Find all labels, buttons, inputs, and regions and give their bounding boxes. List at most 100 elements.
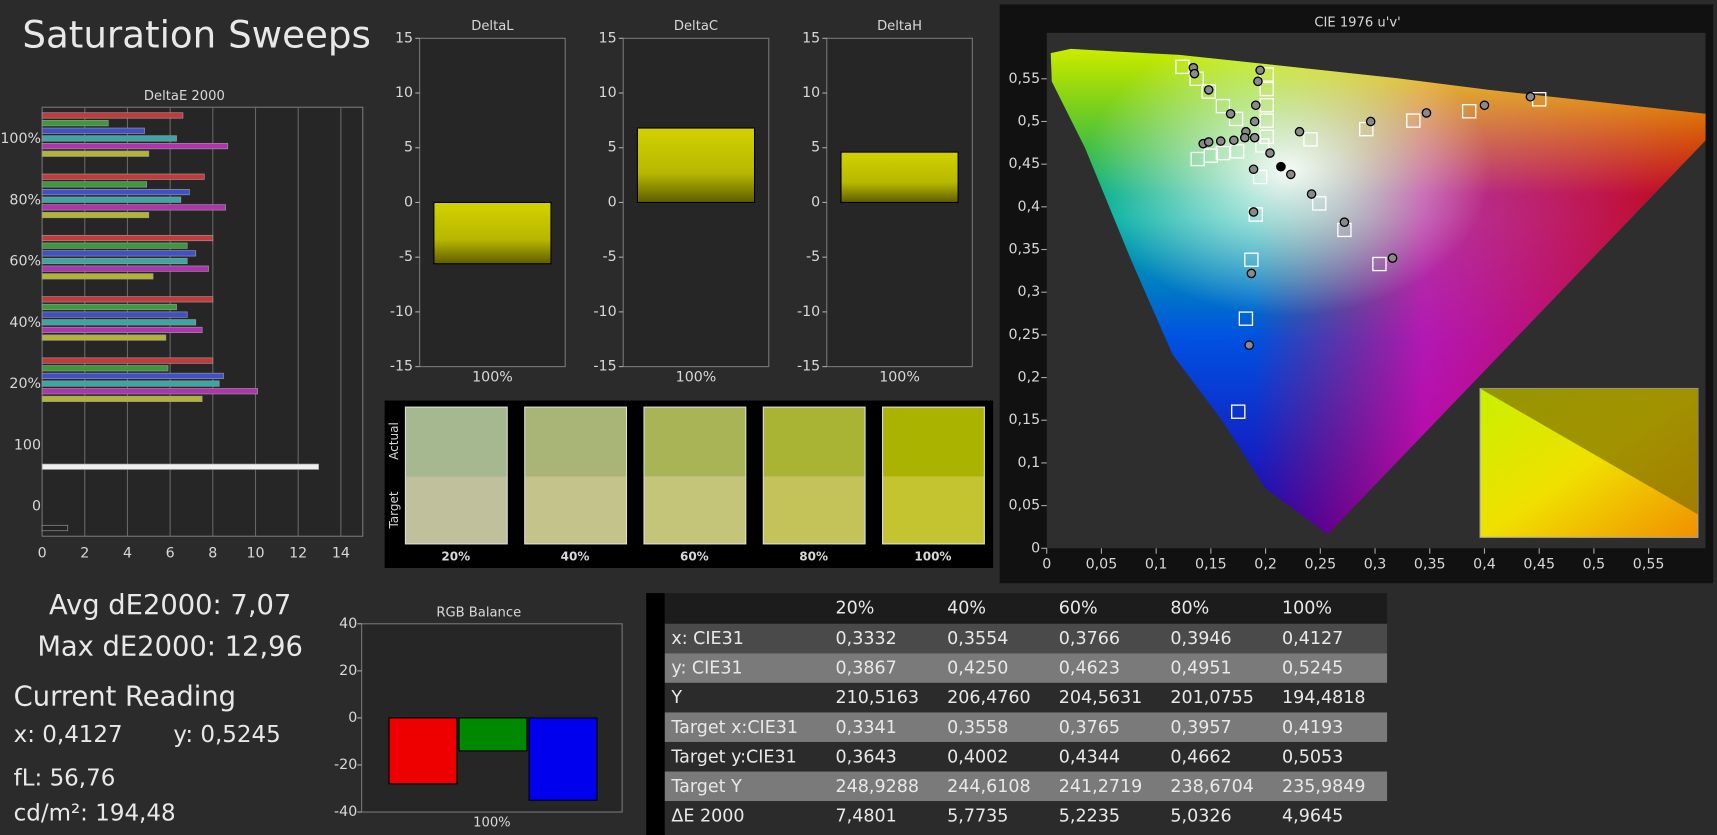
table-cell: 244,6108	[947, 777, 1031, 797]
target-point	[1312, 196, 1327, 211]
target-point	[1406, 113, 1421, 128]
y-tick-label: -20	[334, 757, 357, 773]
y-tick-label: 10	[599, 85, 617, 101]
bar	[41, 188, 190, 196]
avg-de: Avg dE2000: 7,07	[49, 590, 291, 621]
y-tick-label: 0,05	[1008, 498, 1040, 514]
y-tick-label: 100%	[0, 131, 41, 147]
x-tick-label: 6	[166, 546, 175, 562]
x-tick-label: 0	[38, 546, 47, 562]
target-point	[1215, 145, 1231, 161]
row-label: Target y:CIE31	[670, 747, 796, 767]
x-tick-label: 0,25	[1304, 557, 1336, 573]
bar	[41, 273, 154, 280]
bar	[41, 326, 203, 334]
table-cell: 0,4951	[1170, 659, 1231, 679]
y-tick-label: -5	[399, 249, 413, 265]
measured-point	[1479, 100, 1490, 111]
swatch-actual	[644, 407, 746, 477]
row-label: Y	[670, 688, 682, 708]
swatch-border	[643, 406, 747, 545]
table-cell: 248,9288	[836, 777, 920, 797]
bar	[41, 372, 224, 379]
chart-title: DeltaH	[877, 19, 922, 34]
x-tick-label: 100%	[473, 815, 511, 830]
target-point	[1372, 256, 1387, 272]
chart-title: DeltaE 2000	[144, 89, 225, 104]
y-tick-label: 0,15	[1008, 412, 1040, 428]
table-cell: 0,5245	[1282, 659, 1343, 679]
y-tick-label: 0	[608, 194, 617, 210]
y-tick-label: 0,55	[1008, 71, 1040, 87]
bar	[41, 319, 197, 326]
target-point	[1238, 311, 1254, 326]
bar	[41, 143, 229, 150]
y-tick-label: 0,3	[1018, 284, 1041, 300]
x-tick-label: 0,3	[1364, 557, 1387, 573]
swatch-label: 100%	[914, 550, 951, 564]
y-tick-label: 0,4	[1018, 199, 1041, 215]
table-row	[664, 712, 1388, 742]
bar	[840, 151, 959, 204]
bar	[41, 135, 177, 142]
x-tick-label: 0,4	[1473, 557, 1496, 573]
measured-point	[1421, 108, 1432, 118]
column-header: 80%	[1170, 598, 1209, 618]
y-tick-label: 0,1	[1018, 455, 1041, 471]
y-tick-label: 0	[1031, 540, 1040, 556]
x-tick-label: 10	[246, 546, 264, 562]
y-tick-label: -10	[593, 304, 616, 320]
reading-fl: fL: 56,76	[14, 766, 116, 792]
table-cell: 0,5053	[1282, 747, 1343, 767]
table-cell: 5,0326	[1170, 806, 1231, 826]
max-de: Max dE2000: 12,96	[37, 631, 303, 662]
row-label: Actual	[387, 422, 401, 460]
reading-title: Current Reading	[14, 682, 236, 713]
target-point	[1259, 129, 1274, 145]
table-cell: 0,4002	[947, 747, 1008, 767]
y-tick-label: 40%	[9, 315, 41, 331]
x-tick-label: 4	[123, 546, 132, 562]
target-point	[1252, 169, 1268, 185]
row-label: y: CIE31	[671, 659, 742, 679]
chart-title: RGB Balance	[436, 605, 521, 620]
table-cell: 0,4127	[1282, 629, 1343, 649]
y-tick-label: 0,35	[1008, 242, 1040, 258]
table-cell: 0,4623	[1059, 659, 1120, 679]
table-cell: 0,4250	[947, 659, 1008, 679]
bar	[41, 234, 214, 242]
reading-x: x: 0,4127	[14, 722, 123, 748]
table-cell: 5,7735	[947, 806, 1008, 826]
y-tick-label: 0,25	[1008, 327, 1040, 343]
x-tick-label: 0,1	[1145, 557, 1168, 573]
x-tick-label: 12	[289, 546, 307, 562]
table-header	[664, 593, 1388, 624]
bar	[41, 357, 214, 364]
x-tick-label: 100%	[676, 370, 717, 386]
y-tick-label: 0,45	[1008, 156, 1040, 172]
bar	[41, 365, 169, 372]
row-label: Target x:CIE31	[670, 718, 798, 738]
measured-point	[1253, 76, 1263, 87]
bar	[41, 303, 177, 311]
table-cell: 0,3341	[836, 718, 897, 738]
y-tick-label: 100	[14, 437, 41, 453]
measured-point	[1225, 108, 1236, 119]
measured-point	[1387, 253, 1398, 263]
x-tick-label: 0,15	[1195, 557, 1227, 573]
y-tick-label: -15	[390, 359, 413, 375]
y-tick-label: 0,2	[1018, 370, 1041, 386]
table-cell: 204,5631	[1059, 688, 1143, 708]
y-tick-label: 0	[348, 710, 357, 726]
table-cell: 0,3957	[1170, 718, 1231, 738]
target-point	[1201, 84, 1216, 99]
swatch-target	[405, 476, 508, 544]
measured-point	[1215, 136, 1226, 146]
table-cell: 5,2235	[1059, 806, 1120, 826]
locus-fill	[1050, 48, 1706, 535]
target-point	[1228, 111, 1244, 127]
bar	[41, 181, 147, 188]
measured-point	[1248, 207, 1259, 217]
bar	[636, 127, 756, 204]
